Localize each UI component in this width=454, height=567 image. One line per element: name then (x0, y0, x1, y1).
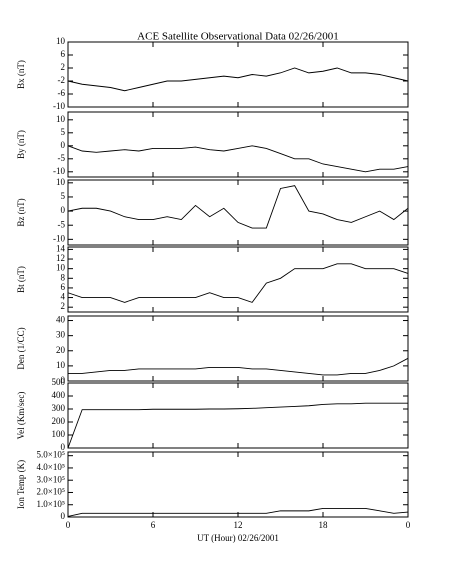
y-tick-label: 0 (61, 442, 66, 452)
x-tick-label: 12 (234, 520, 243, 530)
y-tick-label: 20 (56, 345, 66, 355)
y-axis-label: By (nT) (16, 130, 26, 159)
y-tick-label: 2 (61, 62, 66, 72)
y-tick-label: 500 (52, 377, 66, 387)
y-tick-label: 12 (56, 253, 65, 263)
y-axis-label: Bt (nT) (16, 266, 26, 293)
data-line (67, 263, 409, 303)
chart-title: ACE Satellite Observational Data 02/26/2… (137, 31, 339, 43)
x-tick-label: 6 (151, 520, 156, 530)
y-tick-label: 14 (56, 243, 66, 253)
data-line (67, 402, 408, 449)
panel-frame (67, 246, 409, 313)
panel-frame (67, 179, 409, 246)
y-tick-label: 400 (52, 390, 66, 400)
data-line (68, 357, 409, 376)
y-axis-label: Bz (nT) (16, 198, 26, 226)
y-tick-label: 40 (56, 315, 66, 325)
y-tick-label: 6 (61, 49, 66, 59)
x-tick-label: 18 (319, 520, 329, 530)
y-axis-label: Den (1/CC) (16, 327, 26, 369)
y-tick-label: -10 (53, 233, 65, 243)
y-tick-label: 10 (56, 263, 66, 273)
y-tick-label: -10 (53, 166, 65, 176)
y-tick-label: 200 (52, 416, 66, 426)
y-tick-label: 100 (52, 429, 66, 439)
y-tick-label: 2.0×10⁵ (37, 487, 65, 497)
panel-frame (67, 111, 409, 178)
y-tick-label: 0 (61, 205, 66, 215)
y-tick-label: 30 (56, 330, 66, 340)
y-tick-label: -5 (58, 219, 66, 229)
data-line (67, 67, 409, 92)
y-tick-label: 10 (56, 36, 66, 46)
y-tick-label: 4.0×10⁵ (37, 462, 65, 472)
x-tick-label: 0 (406, 520, 411, 530)
y-tick-label: 1.0×10⁵ (37, 499, 65, 509)
y-axis-label: Bx (nT) (16, 60, 26, 89)
y-axis-label: Vel (Km/sec) (16, 392, 26, 440)
y-tick-label: -5 (58, 153, 66, 163)
panel-frame (67, 451, 409, 518)
y-tick-label: 10 (56, 114, 66, 124)
y-tick-label: 10 (56, 360, 66, 370)
y-tick-label: 10 (56, 177, 66, 187)
panel-frame (67, 315, 409, 382)
panel-frame (67, 382, 409, 449)
y-tick-label: 3.0×10⁵ (37, 474, 65, 484)
data-line (67, 185, 409, 229)
y-tick-label: 4 (61, 292, 66, 302)
y-tick-label: 5 (61, 191, 66, 201)
y-tick-label: 300 (52, 403, 66, 413)
panel-frame (67, 41, 409, 108)
x-tick-label: 0 (66, 520, 71, 530)
y-tick-label: 8 (61, 272, 66, 282)
y-tick-label: -6 (58, 88, 66, 98)
y-tick-label: 6 (61, 282, 66, 292)
y-tick-label: 0 (61, 140, 66, 150)
data-line (67, 145, 409, 173)
y-tick-label: -10 (53, 101, 65, 111)
y-axis-label: Ion Temp (K) (16, 460, 26, 509)
x-axis-label: UT (Hour) 02/26/2001 (197, 533, 279, 543)
y-tick-label: 5.0×10⁵ (37, 450, 65, 460)
y-tick-label: 5 (61, 127, 66, 137)
y-tick-label: -2 (58, 75, 66, 85)
y-tick-label: 0 (61, 511, 66, 521)
y-tick-label: 2 (61, 301, 66, 311)
data-line (67, 507, 409, 517)
y-tick-label: 0 (61, 375, 66, 385)
